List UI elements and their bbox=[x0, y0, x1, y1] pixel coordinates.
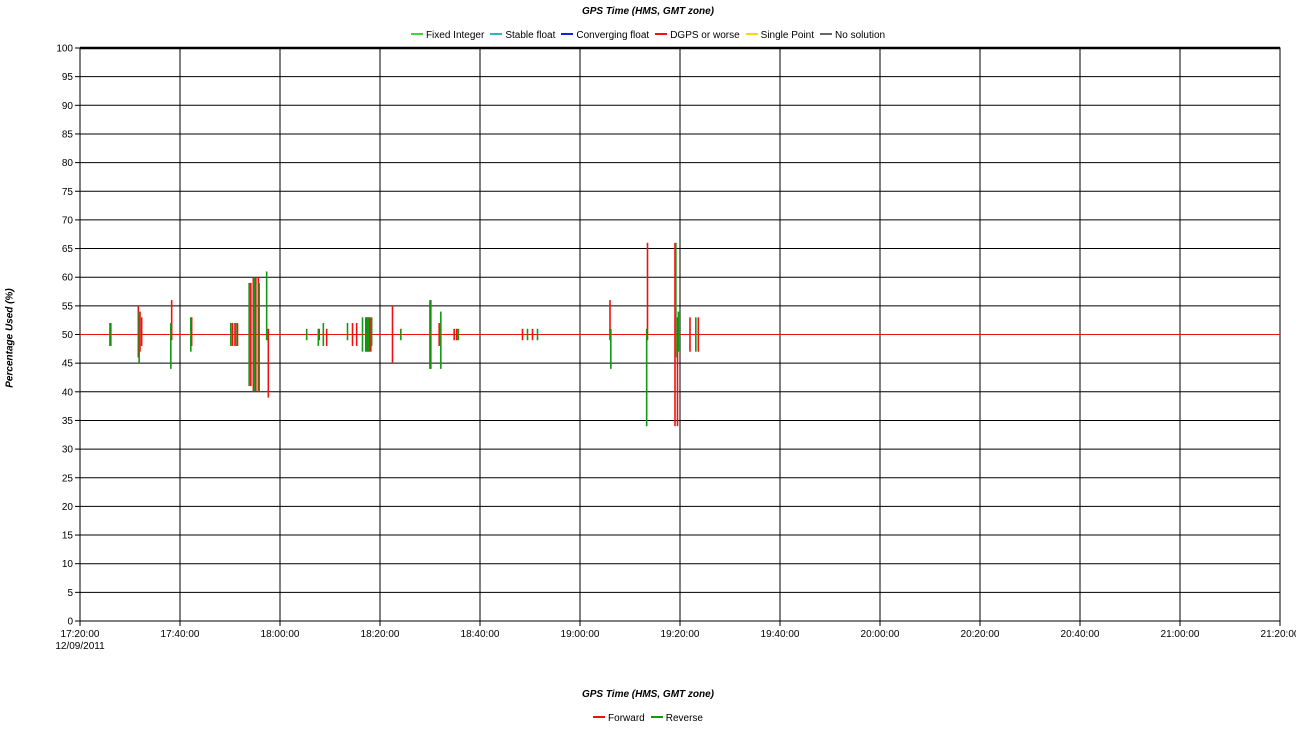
bottom-legend-item: Forward bbox=[593, 713, 645, 724]
y-tick-label: 70 bbox=[62, 215, 74, 226]
top-legend-item: Fixed Integer bbox=[410, 30, 485, 41]
x-tick-label: 18:00:00 bbox=[261, 629, 300, 640]
top-legend: Fixed Integer Stable float Converging floa… bbox=[0, 30, 1296, 41]
bottom-legend-swatch bbox=[593, 716, 606, 719]
chart-title: GPS Time (HMS, GMT zone) bbox=[581, 6, 715, 17]
top-legend-label: Single Point bbox=[760, 30, 815, 41]
bottom-legend-label: Reverse bbox=[665, 713, 703, 724]
y-tick-label: 45 bbox=[62, 359, 74, 370]
y-tick-label: 85 bbox=[62, 129, 74, 140]
x-tick-label: 17:40:00 bbox=[161, 629, 200, 640]
top-legend-label: DGPS or worse bbox=[670, 30, 740, 41]
top-legend-swatch bbox=[820, 33, 833, 36]
top-legend-item: Stable float bbox=[490, 30, 555, 41]
top-legend-item: Converging float bbox=[561, 30, 649, 41]
y-tick-label: 0 bbox=[67, 617, 73, 628]
top-legend-item: DGPS or worse bbox=[655, 30, 740, 41]
y-tick-label: 5 bbox=[67, 588, 73, 599]
x-tick-label: 19:20:00 bbox=[661, 629, 700, 640]
y-tick-label: 25 bbox=[62, 473, 74, 484]
y-tick-label: 50 bbox=[62, 330, 74, 341]
x-tick-label: 20:00:00 bbox=[861, 629, 900, 640]
y-tick-label: 90 bbox=[62, 101, 74, 112]
bottom-legend-label: Forward bbox=[608, 713, 645, 724]
y-tick-label: 30 bbox=[62, 445, 74, 456]
y-tick-label: 75 bbox=[62, 187, 74, 198]
x-tick-label: 17:20:00 bbox=[61, 629, 100, 640]
y-tick-label: 35 bbox=[62, 416, 74, 427]
bottom-legend-item: Reverse bbox=[650, 713, 703, 724]
y-tick-label: 20 bbox=[62, 502, 74, 513]
bottom-legend-swatch bbox=[650, 716, 663, 719]
top-legend-label: Fixed Integer bbox=[425, 30, 485, 41]
top-legend-swatch bbox=[561, 33, 574, 36]
x-tick-label: 20:40:00 bbox=[1061, 629, 1100, 640]
y-tick-label: 100 bbox=[56, 44, 73, 55]
x-tick-label: 18:20:00 bbox=[361, 629, 400, 640]
x-tick-label: 19:00:00 bbox=[561, 629, 600, 640]
top-legend-label: Converging float bbox=[576, 30, 650, 41]
x-tick-label: 19:40:00 bbox=[761, 629, 800, 640]
y-tick-label: 10 bbox=[62, 559, 74, 570]
x-tick-date-label: 12/09/2011 bbox=[55, 641, 105, 652]
y-tick-label: 65 bbox=[62, 244, 74, 255]
top-legend-swatch bbox=[410, 33, 423, 36]
x-tick-label: 20:20:00 bbox=[961, 629, 1000, 640]
y-tick-label: 40 bbox=[62, 387, 74, 398]
y-tick-label: 60 bbox=[62, 273, 74, 284]
y-tick-label: 15 bbox=[62, 531, 74, 542]
x-tick-label: 21:00:00 bbox=[1161, 629, 1200, 640]
top-legend-swatch bbox=[745, 33, 758, 36]
y-tick-label: 95 bbox=[62, 72, 74, 83]
x-axis-title: GPS Time (HMS, GMT zone) bbox=[581, 689, 715, 700]
top-legend-label: No solution bbox=[835, 30, 886, 41]
y-tick-label: 80 bbox=[62, 158, 74, 169]
y-tick-label: 55 bbox=[62, 301, 74, 312]
top-legend-swatch bbox=[655, 33, 668, 36]
top-legend-swatch bbox=[490, 33, 503, 36]
bottom-legend: Forward Reverse bbox=[0, 713, 1296, 724]
x-tick-label: 21:20:00 bbox=[1261, 629, 1296, 640]
x-tick-label: 18:40:00 bbox=[461, 629, 500, 640]
top-legend-item: No solution bbox=[820, 30, 885, 41]
top-legend-label: Stable float bbox=[505, 30, 556, 41]
top-legend-item: Single Point bbox=[745, 30, 815, 41]
